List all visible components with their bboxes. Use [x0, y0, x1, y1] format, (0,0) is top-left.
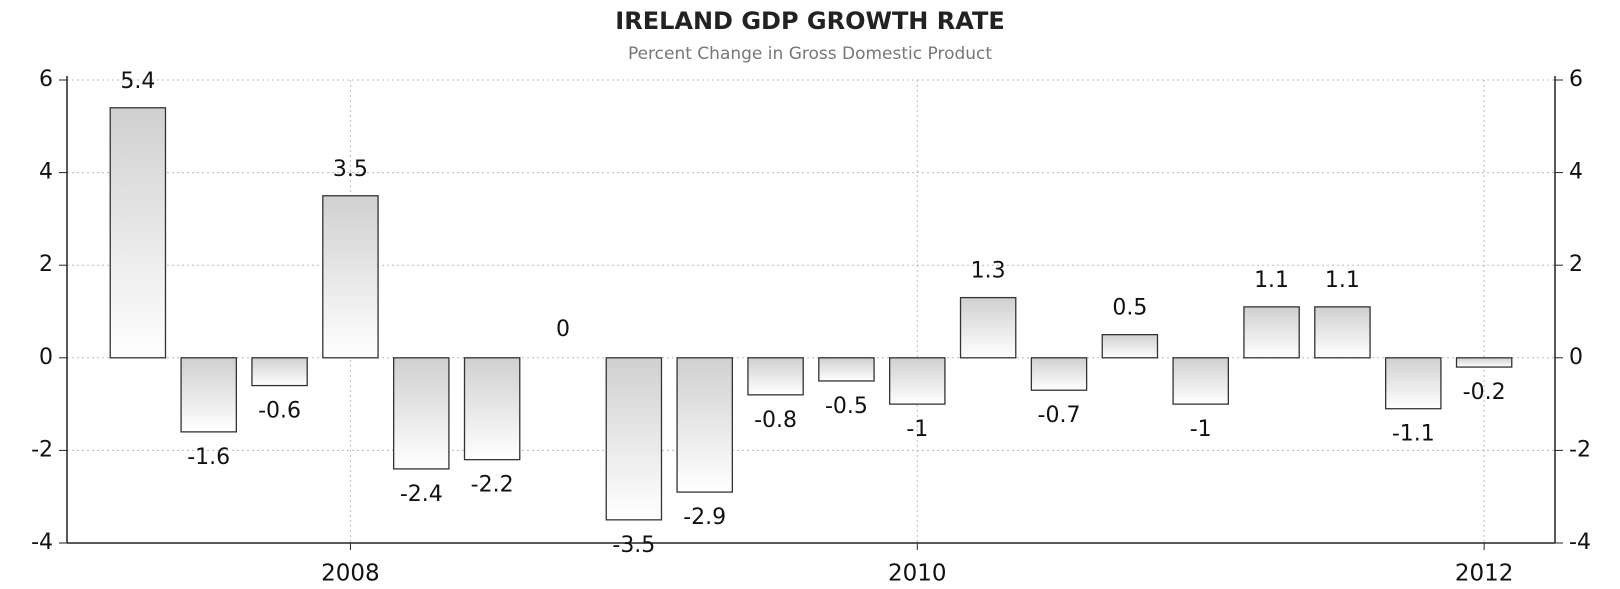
bar [322, 195, 379, 359]
y-tick-label: -2 [31, 437, 53, 462]
x-tick-label: 2012 [1455, 561, 1514, 587]
value-label: -2.4 [400, 482, 443, 507]
bar [1455, 357, 1513, 368]
y-tick-label: 6 [39, 67, 53, 92]
bar [1243, 306, 1300, 359]
value-label: 1.1 [1254, 268, 1289, 293]
value-label: -2.9 [683, 505, 726, 530]
value-label: 0 [556, 317, 570, 342]
y2-tick-label: 6 [1569, 67, 1583, 92]
value-label: 1.3 [971, 259, 1006, 284]
y2-tick-label: -2 [1569, 437, 1591, 462]
chart-subtitle: Percent Change in Gross Domestic Product [628, 44, 992, 64]
bar [605, 357, 663, 521]
value-label: 0.5 [1112, 296, 1147, 321]
bar [109, 107, 167, 359]
value-label: 1.1 [1325, 268, 1360, 293]
value-label: -0.6 [258, 399, 301, 424]
y-tick-label: -4 [31, 530, 53, 555]
x-tick-label: 2008 [321, 561, 380, 587]
value-label: -1 [906, 417, 928, 442]
value-label: -1 [1190, 417, 1212, 442]
bar [959, 296, 1017, 359]
bar [676, 357, 733, 493]
value-label: -3.5 [612, 533, 655, 558]
bar [889, 357, 946, 405]
x-tick-label: 2010 [888, 561, 947, 587]
bar [180, 357, 237, 433]
bar [1314, 306, 1371, 359]
value-label: -0.7 [1038, 403, 1081, 428]
value-label: -0.5 [825, 394, 868, 419]
bar [1101, 333, 1159, 359]
bar [1172, 357, 1229, 405]
y-tick-label: 0 [39, 345, 53, 370]
bar [251, 357, 308, 387]
bar [1030, 357, 1088, 391]
value-label: -0.8 [754, 408, 797, 433]
value-label: -2.2 [471, 473, 514, 498]
y2-tick-label: -4 [1569, 530, 1591, 555]
bar [393, 357, 450, 470]
value-label: -1.6 [187, 445, 230, 470]
chart-title: IRELAND GDP GROWTH RATE [615, 7, 1004, 35]
y-tick-label: 2 [39, 252, 53, 277]
value-label: 5.4 [120, 69, 155, 94]
bar [463, 357, 521, 461]
y2-tick-label: 4 [1569, 160, 1583, 185]
bar [1385, 357, 1442, 410]
value-label: -0.2 [1463, 380, 1506, 405]
y2-tick-label: 2 [1569, 252, 1583, 277]
bar [818, 357, 875, 382]
bar [747, 357, 804, 396]
y2-tick-label: 0 [1569, 345, 1583, 370]
value-label: -1.1 [1392, 422, 1435, 447]
value-label: 3.5 [333, 157, 368, 182]
y-tick-label: 4 [39, 160, 53, 185]
